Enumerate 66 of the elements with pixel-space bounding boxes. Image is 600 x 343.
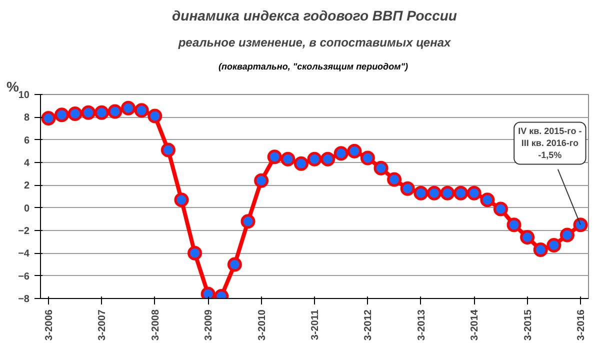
point <box>160 142 176 158</box>
point <box>454 186 468 200</box>
x-tick-label: 3-2013 <box>416 309 428 341</box>
x-tick-label: 3-2008 <box>150 309 162 341</box>
point <box>68 106 82 122</box>
point <box>174 192 189 208</box>
point <box>334 146 348 161</box>
point <box>440 186 455 200</box>
point <box>347 144 362 158</box>
y-tick-label: 8 <box>24 112 30 124</box>
point <box>426 186 442 200</box>
y-tick-label: 10 <box>18 90 30 101</box>
point <box>387 172 402 187</box>
y-tick-label: 0 <box>24 203 30 214</box>
point <box>546 238 562 252</box>
y-tick-label: −8 <box>18 294 30 305</box>
point <box>81 105 96 120</box>
x-tick-label: 3-2010 <box>256 309 268 341</box>
point <box>400 181 415 196</box>
x-tick-label: 3-2011 <box>310 309 321 340</box>
point <box>374 160 388 176</box>
point <box>307 152 322 166</box>
point <box>108 104 122 119</box>
point <box>188 246 202 260</box>
point <box>520 230 535 245</box>
chart-subtitle: реальное изменение, в сопоставимых ценах <box>177 36 452 50</box>
point <box>267 150 282 164</box>
y-tick-label: 4 <box>24 158 30 169</box>
point <box>466 186 482 200</box>
text: (поквартально, "скользящим периодом") <box>218 62 408 72</box>
annotation: IV кв. 2015-го - III кв. 2016-го -1,5% <box>518 126 582 160</box>
point <box>148 108 162 124</box>
x-tick-label: 3-2014 <box>470 309 481 341</box>
point <box>493 202 508 216</box>
point <box>360 150 375 166</box>
point <box>94 105 109 120</box>
point <box>54 108 70 122</box>
y-tick-label: −6 <box>18 271 30 282</box>
point <box>506 218 522 232</box>
point <box>200 286 216 298</box>
chart-title: динамика индекса годового ВВП России <box>172 8 458 24</box>
x-tick-label: 3-2016 <box>576 309 588 341</box>
x-tick-label: 3-2015 <box>522 309 534 341</box>
x-tick-label: 3-2006 <box>44 309 55 341</box>
y-tick-label: −4 <box>18 248 30 260</box>
point <box>480 192 495 208</box>
point <box>280 152 296 166</box>
point <box>573 218 588 232</box>
point <box>134 103 149 118</box>
y-axis-title: % <box>6 78 20 94</box>
point <box>560 228 574 242</box>
x-tick-label: 3-2007 <box>97 309 108 341</box>
point <box>414 186 428 200</box>
point <box>227 257 242 272</box>
point <box>41 111 56 126</box>
x-tick-label: 3-2009 <box>204 309 215 341</box>
point <box>240 214 256 229</box>
point <box>533 242 548 258</box>
point <box>121 100 136 116</box>
y-tick-label: 6 <box>24 135 30 146</box>
point <box>320 152 336 166</box>
x-tick-label: 3-2012 <box>363 309 374 341</box>
point <box>294 156 308 171</box>
y-tick-label: 2 <box>24 180 30 192</box>
y-tick-label: −2 <box>18 226 30 237</box>
point <box>254 173 269 188</box>
